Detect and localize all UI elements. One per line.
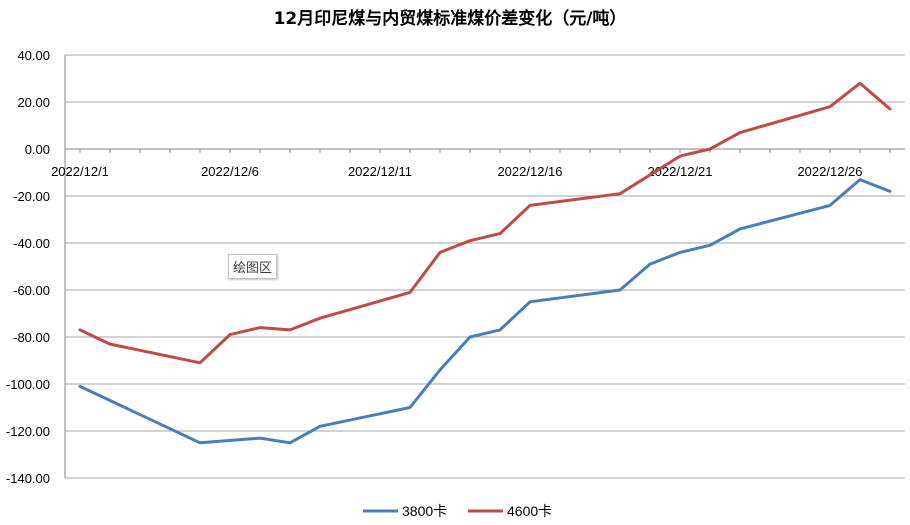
series-lines	[78, 81, 892, 445]
legend-label: 3800卡	[402, 503, 447, 519]
y-tick-label: -100.00	[6, 377, 50, 392]
x-axis-ticks: 2022/12/1 2022/12/6 2022/12/11 2022/12/16 20…	[51, 149, 891, 179]
series-line-2	[78, 81, 892, 365]
series-line-1	[78, 178, 892, 445]
y-tick-label: -20.00	[13, 189, 50, 204]
y-tick-label: 0.00	[25, 142, 50, 157]
y-tick-label: -40.00	[13, 236, 50, 251]
y-axis-ticks: 40.00 20.00 0.00 -20.00 -40.00 -60.00 -80.00 -1…	[6, 48, 50, 486]
x-tick-label: 2022/12/16	[497, 164, 562, 179]
y-tick-label: -60.00	[13, 283, 50, 298]
y-tick-label: -80.00	[13, 330, 50, 345]
x-tick-label: 2022/12/1	[51, 164, 109, 179]
chart-title: 12月印尼煤与内贸煤标准煤价差变化（元/吨）	[274, 8, 627, 29]
y-tick-label: 40.00	[17, 48, 50, 63]
y-tick-label: -120.00	[6, 424, 50, 439]
y-tick-label: 20.00	[17, 95, 50, 110]
legend-label: 4600卡	[507, 503, 552, 519]
y-tick-label: -140.00	[6, 471, 50, 486]
x-tick-label: 2022/12/11	[348, 164, 412, 179]
x-tick-label: 2022/12/26	[797, 164, 862, 179]
legend: 3800卡 4600卡	[363, 503, 552, 519]
gridlines	[64, 54, 905, 479]
x-tick-label: 2022/12/6	[201, 164, 259, 179]
plot-area-label: 绘图区	[228, 254, 278, 279]
